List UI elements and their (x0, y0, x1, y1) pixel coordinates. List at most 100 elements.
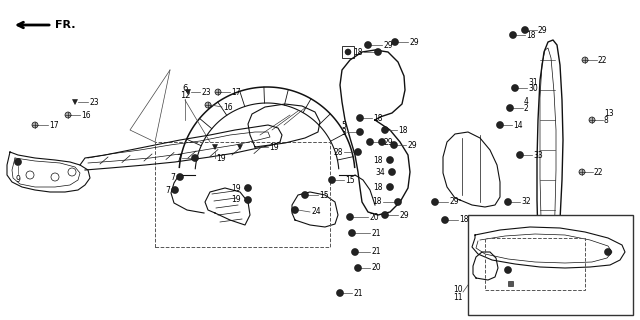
Text: 20: 20 (371, 263, 381, 273)
Bar (468, 215, 633, 315)
Text: 4: 4 (524, 97, 529, 106)
Text: 5: 5 (341, 121, 346, 130)
Polygon shape (72, 100, 77, 105)
Text: 25: 25 (523, 266, 532, 275)
Text: 29: 29 (383, 41, 392, 50)
Text: 21: 21 (353, 289, 362, 298)
Polygon shape (212, 145, 218, 149)
Circle shape (589, 117, 595, 123)
Text: 29: 29 (383, 138, 392, 147)
Text: 19: 19 (232, 183, 241, 193)
Circle shape (516, 151, 524, 158)
Circle shape (431, 198, 438, 205)
Circle shape (390, 141, 397, 148)
Text: 7: 7 (170, 172, 175, 181)
Circle shape (356, 115, 364, 122)
Text: 18: 18 (398, 125, 408, 134)
Circle shape (605, 249, 611, 255)
Text: 10: 10 (453, 285, 463, 294)
Circle shape (172, 187, 179, 194)
Text: 16: 16 (223, 102, 232, 111)
Text: 15: 15 (345, 175, 355, 185)
Text: 16: 16 (81, 110, 91, 119)
Circle shape (215, 89, 221, 95)
Text: 29: 29 (407, 140, 417, 149)
Bar (485, 238, 585, 290)
Text: 31: 31 (528, 77, 538, 86)
Text: 13: 13 (604, 108, 614, 117)
Circle shape (504, 198, 511, 205)
Text: 21: 21 (371, 228, 381, 237)
Text: 1: 1 (559, 278, 564, 287)
Circle shape (244, 185, 252, 191)
Text: 27: 27 (621, 247, 630, 257)
Text: 19: 19 (232, 196, 241, 204)
Text: 6: 6 (182, 84, 188, 92)
Text: 23: 23 (89, 98, 99, 107)
Circle shape (511, 84, 518, 92)
Circle shape (15, 158, 22, 165)
Text: 18: 18 (459, 215, 468, 225)
Text: 17: 17 (231, 87, 241, 97)
Bar (342, 46, 354, 58)
Circle shape (504, 267, 511, 274)
Text: 23: 23 (201, 87, 211, 97)
Text: 18: 18 (374, 156, 383, 164)
Circle shape (367, 139, 374, 146)
Text: 3: 3 (341, 127, 346, 137)
Circle shape (506, 105, 513, 111)
Circle shape (177, 173, 184, 180)
Text: 22: 22 (594, 167, 604, 177)
Text: 19: 19 (216, 154, 226, 163)
Text: 21: 21 (371, 247, 381, 257)
Circle shape (387, 156, 394, 164)
Circle shape (381, 126, 388, 133)
Text: 11: 11 (454, 293, 463, 302)
Text: 7: 7 (165, 186, 170, 195)
Circle shape (337, 290, 344, 297)
Text: 20: 20 (369, 212, 379, 221)
Text: 26: 26 (523, 278, 532, 287)
Text: 18: 18 (526, 30, 536, 39)
Text: 28: 28 (333, 148, 343, 156)
Circle shape (365, 42, 371, 49)
Text: 34: 34 (375, 167, 385, 177)
Circle shape (392, 38, 399, 45)
Circle shape (582, 57, 588, 63)
Circle shape (351, 249, 358, 255)
Circle shape (387, 183, 394, 190)
Circle shape (497, 122, 504, 129)
Text: 18: 18 (374, 182, 383, 191)
Text: FR.: FR. (55, 20, 76, 30)
Circle shape (301, 191, 308, 198)
Text: 19: 19 (269, 142, 278, 151)
Text: 8: 8 (604, 116, 609, 124)
Text: 30: 30 (528, 84, 538, 92)
Text: 24: 24 (311, 207, 321, 217)
Bar (155, 142, 330, 247)
Circle shape (291, 206, 298, 213)
Circle shape (346, 213, 353, 220)
Text: 9: 9 (15, 175, 20, 184)
Circle shape (388, 169, 396, 175)
Text: 14: 14 (513, 121, 523, 130)
Circle shape (355, 148, 362, 156)
Circle shape (244, 196, 252, 204)
Circle shape (442, 217, 449, 223)
Circle shape (374, 49, 381, 55)
Text: 29: 29 (538, 26, 548, 35)
Text: 29: 29 (399, 211, 408, 220)
Circle shape (522, 27, 529, 34)
Text: 29: 29 (409, 37, 419, 46)
Circle shape (191, 155, 198, 162)
Circle shape (205, 102, 211, 108)
Text: 17: 17 (49, 121, 59, 130)
Text: 2: 2 (524, 103, 529, 113)
Circle shape (356, 129, 364, 135)
Text: 32: 32 (521, 197, 531, 206)
Text: 15: 15 (319, 190, 328, 199)
Circle shape (579, 169, 585, 175)
Text: 29: 29 (449, 197, 459, 206)
Circle shape (349, 229, 355, 236)
Circle shape (381, 212, 388, 219)
